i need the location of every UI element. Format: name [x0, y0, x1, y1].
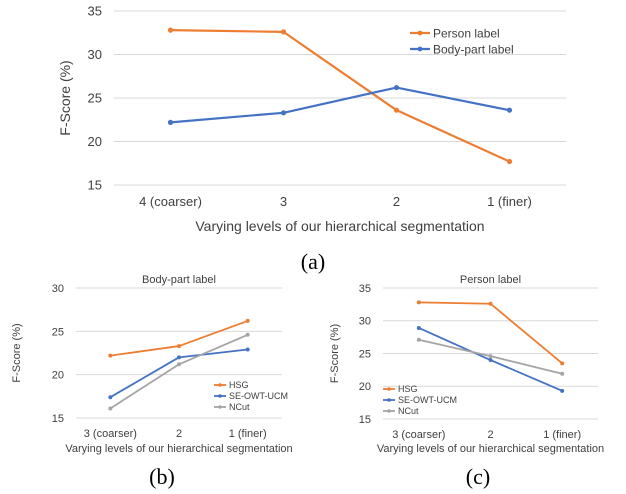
y-axis-label: F-Score (%)	[57, 60, 73, 135]
legend-label: NCut	[229, 402, 250, 412]
y-tick-label: 15	[52, 413, 64, 425]
x-tick-label: 3 (coarser)	[84, 428, 137, 440]
data-point	[280, 110, 287, 116]
y-tick-label: 15	[88, 178, 102, 193]
x-tick-label: 1 (finer)	[487, 194, 532, 209]
y-tick-label: 25	[52, 326, 64, 338]
data-point	[167, 27, 174, 33]
x-tick-label: 2	[393, 194, 400, 209]
legend-marker	[417, 46, 423, 52]
data-point	[177, 362, 181, 367]
data-point	[488, 354, 493, 359]
data-point	[245, 318, 250, 323]
data-point	[108, 353, 113, 358]
data-point	[167, 119, 174, 125]
legend: Person label Body-part label	[410, 26, 514, 56]
y-tick-label: 30	[52, 283, 64, 295]
y-axis-label: F-Score (%)	[329, 324, 341, 383]
data-point	[108, 406, 113, 411]
x-axis-label: Varying levels of our hierarchical segme…	[195, 218, 484, 234]
data-point	[108, 395, 113, 400]
figure-caption: (a)	[301, 249, 325, 274]
data-point	[416, 337, 421, 342]
data-point	[488, 301, 493, 306]
figure-caption: (c)	[466, 464, 490, 489]
data-point	[506, 107, 513, 113]
y-tick-label: 35	[359, 283, 371, 295]
legend-label: Body-part label	[433, 42, 514, 56]
data-point	[393, 84, 400, 91]
data-point	[488, 358, 493, 363]
y-tick-label: 15	[359, 414, 371, 426]
data-point	[416, 300, 421, 305]
data-point	[560, 371, 565, 376]
chart-3: 15 20 25 30 35 3 (coarser) 2 1 (finer) F-Score (…	[329, 274, 604, 489]
legend-marker	[387, 387, 391, 391]
legend-label: HSG	[229, 380, 249, 390]
series-line-1	[110, 320, 248, 357]
data-point	[506, 158, 513, 165]
legend-marker	[218, 394, 222, 398]
legend-marker	[387, 409, 391, 413]
chart-1: 15 20 25 30 35 4 (coarser) 3 2 1 (finer) F-Score …	[57, 4, 566, 274]
chart-2: 15 20 25 30 3 (coarser) 2 1 (finer) F-Score (%)…	[11, 274, 293, 489]
series-line-1	[170, 29, 510, 163]
legend-marker	[218, 405, 222, 409]
series-line-2	[170, 86, 510, 124]
x-tick-label: 3 (coarser)	[392, 429, 445, 441]
x-tick-label: 3	[280, 194, 287, 209]
legend-label: HSG	[398, 384, 418, 394]
y-tick-label: 20	[359, 381, 371, 393]
data-point	[280, 29, 287, 35]
chart-title: Body-part label	[142, 274, 216, 286]
y-tick-label: 35	[88, 4, 102, 19]
x-tick-label: 2	[176, 428, 182, 440]
data-point	[393, 107, 400, 113]
data-point	[245, 347, 250, 352]
y-tick-label: 30	[88, 47, 102, 62]
figure-caption: (b)	[149, 464, 175, 489]
y-axis-label: F-Score (%)	[11, 323, 23, 382]
legend-marker	[387, 398, 391, 402]
data-point	[560, 361, 565, 366]
x-tick-label: 4 (coarser)	[139, 194, 202, 209]
y-tick-label: 20	[88, 134, 102, 149]
x-tick-label: 2	[487, 429, 493, 441]
data-point	[177, 344, 181, 349]
legend-marker	[218, 383, 222, 387]
y-tick-label: 20	[52, 370, 64, 382]
x-tick-label: 1 (finer)	[543, 429, 581, 441]
x-tick-label: 1 (finer)	[229, 428, 267, 440]
legend-label: SE-OWT-UCM	[398, 395, 457, 405]
data-point	[560, 388, 565, 393]
y-tick-label: 25	[359, 348, 371, 360]
legend-marker	[417, 30, 423, 36]
y-tick-label: 25	[88, 91, 102, 106]
data-point	[245, 332, 250, 337]
x-axis-label: Varying levels of our hierarchical segme…	[377, 443, 604, 455]
x-axis-label: Varying levels of our hierarchical segme…	[65, 443, 292, 455]
chart-title: Person label	[460, 274, 521, 286]
data-point	[177, 355, 181, 360]
legend-label: Person label	[433, 26, 500, 40]
legend-label: NCut	[398, 406, 419, 416]
legend-label: SE-OWT-UCM	[229, 391, 288, 401]
data-point	[416, 325, 421, 330]
y-tick-label: 30	[359, 316, 371, 328]
